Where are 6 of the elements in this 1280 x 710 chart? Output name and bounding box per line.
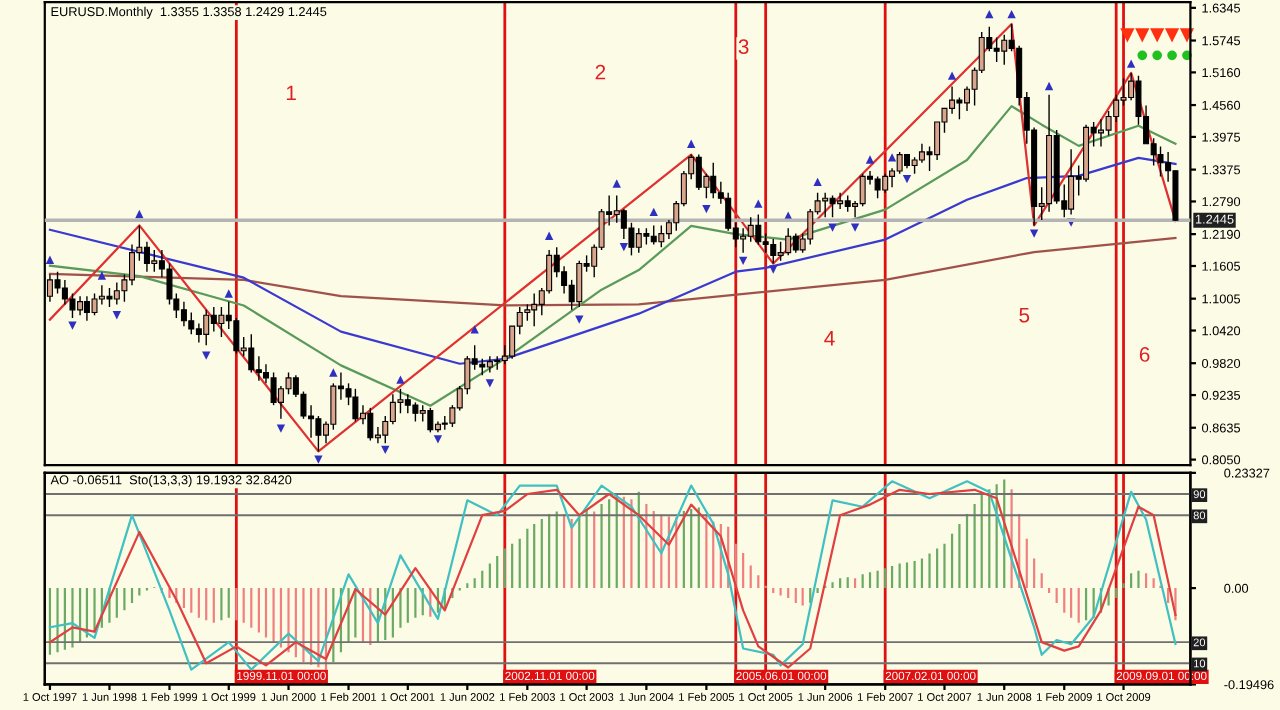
annotation: 1	[286, 85, 296, 101]
annotation: 6	[1139, 347, 1150, 362]
annotation: 5	[1019, 307, 1030, 323]
annotation: 2	[595, 64, 606, 80]
annotation: 4	[824, 331, 835, 346]
annotation: 3	[738, 39, 749, 55]
